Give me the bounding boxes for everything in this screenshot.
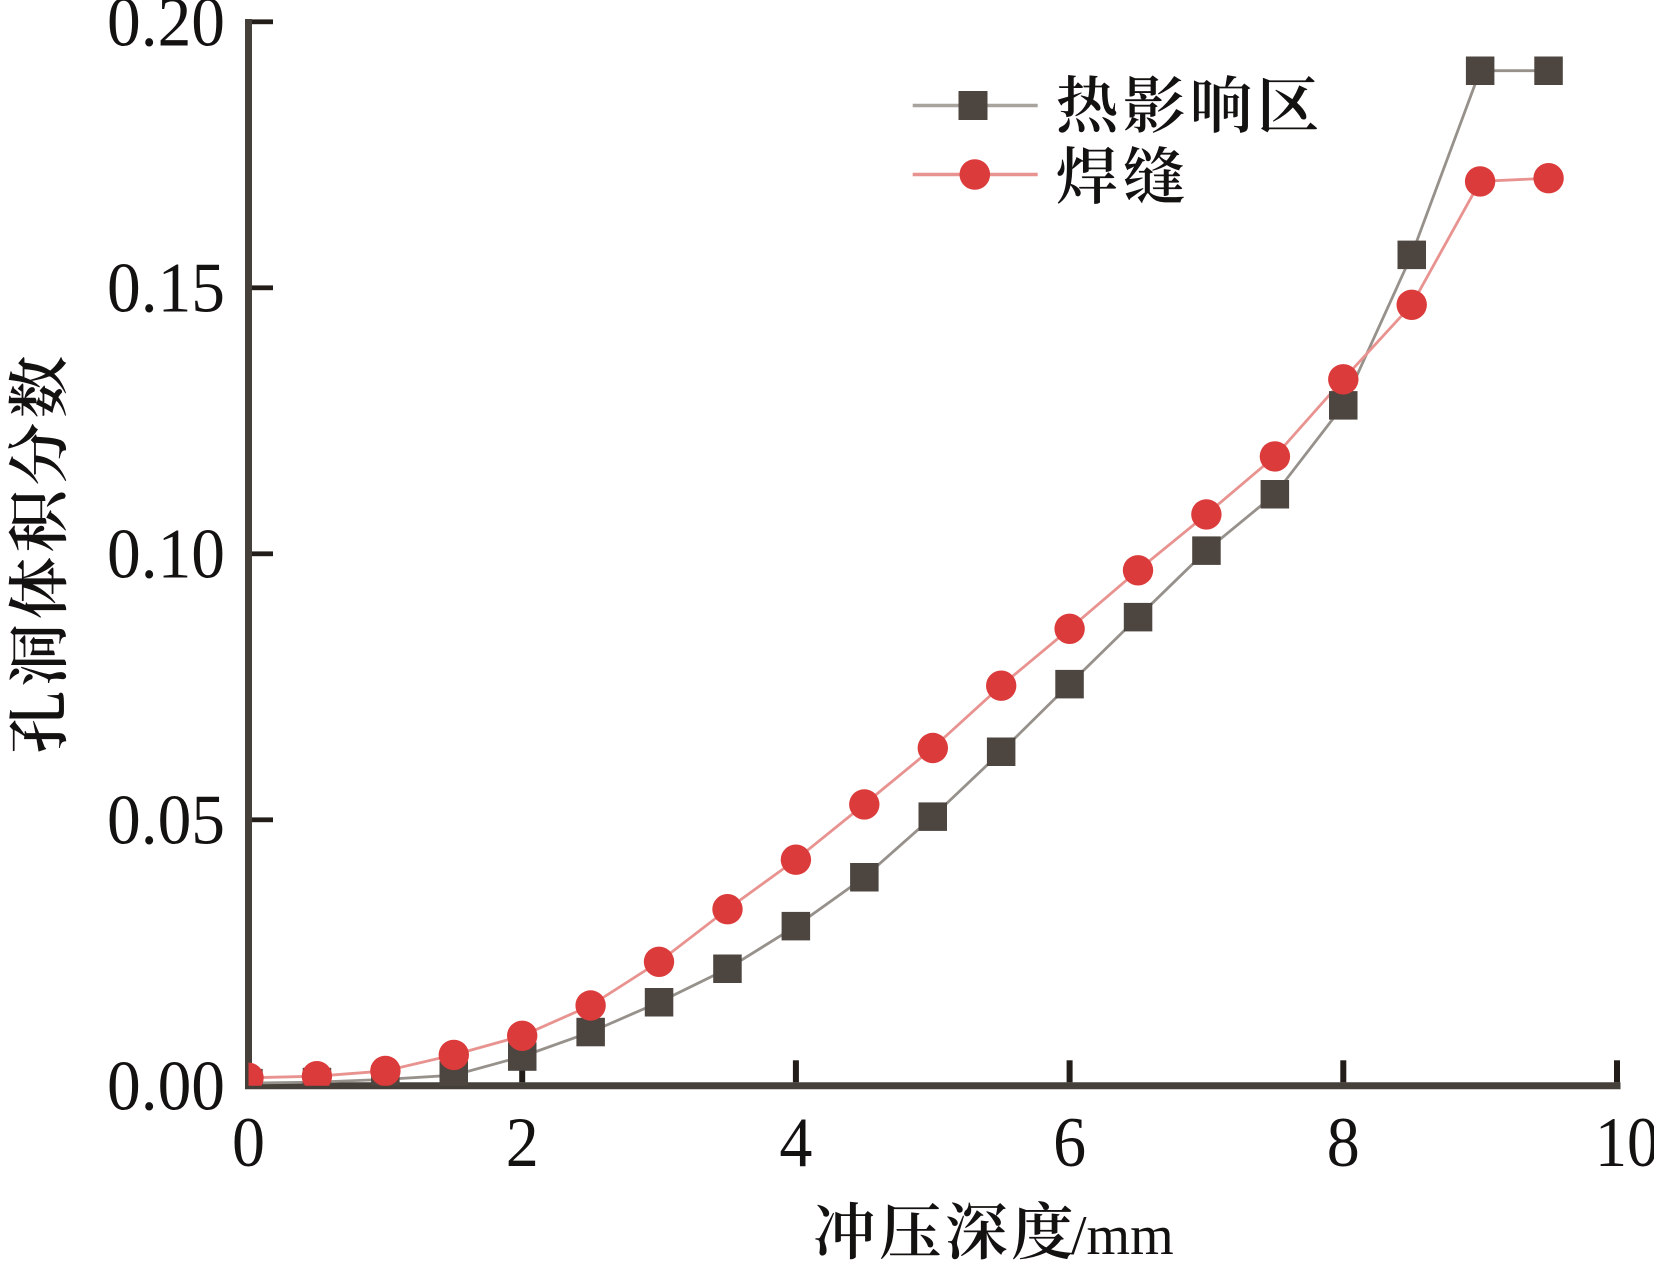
svg-text:0: 0	[232, 1104, 265, 1182]
svg-text:0.20: 0.20	[107, 0, 225, 62]
svg-text:0.00: 0.00	[107, 1048, 225, 1126]
svg-text:8: 8	[1327, 1104, 1360, 1182]
svg-text:6: 6	[1053, 1104, 1086, 1182]
svg-text:4: 4	[779, 1104, 812, 1182]
svg-text:10: 10	[1595, 1104, 1654, 1182]
svg-text:0.10: 0.10	[107, 516, 225, 594]
svg-text:0.05: 0.05	[107, 782, 225, 860]
svg-text:2: 2	[506, 1104, 539, 1182]
svg-text:0.15: 0.15	[107, 250, 225, 328]
svg-text:/mm: /mm	[1071, 1205, 1174, 1264]
